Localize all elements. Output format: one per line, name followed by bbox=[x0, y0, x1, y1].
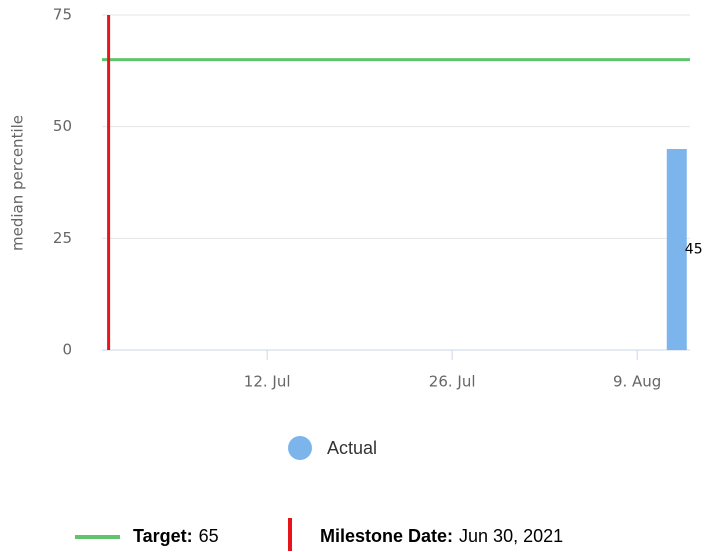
data-label: 45 bbox=[685, 242, 703, 258]
milestone-legend-label: Milestone Date: bbox=[320, 526, 453, 546]
y-tick-label: 25 bbox=[53, 229, 72, 247]
x-tick-label: 26. Jul bbox=[429, 373, 476, 391]
target-legend-value: 65 bbox=[199, 526, 219, 546]
milestone-legend-date: Jun 30, 2021 bbox=[459, 526, 563, 546]
y-tick-label: 0 bbox=[62, 341, 72, 359]
y-tick-label: 75 bbox=[53, 6, 72, 24]
y-axis-title: median percentile bbox=[9, 115, 27, 251]
bar bbox=[666, 149, 687, 350]
legend-symbol bbox=[288, 436, 312, 460]
y-tick-label: 50 bbox=[53, 117, 72, 135]
x-tick-label: 12. Jul bbox=[244, 373, 291, 391]
legend-label: Actual bbox=[327, 438, 377, 458]
x-tick-label: 9. Aug bbox=[613, 373, 661, 391]
target-legend-label: Target: bbox=[133, 526, 193, 546]
